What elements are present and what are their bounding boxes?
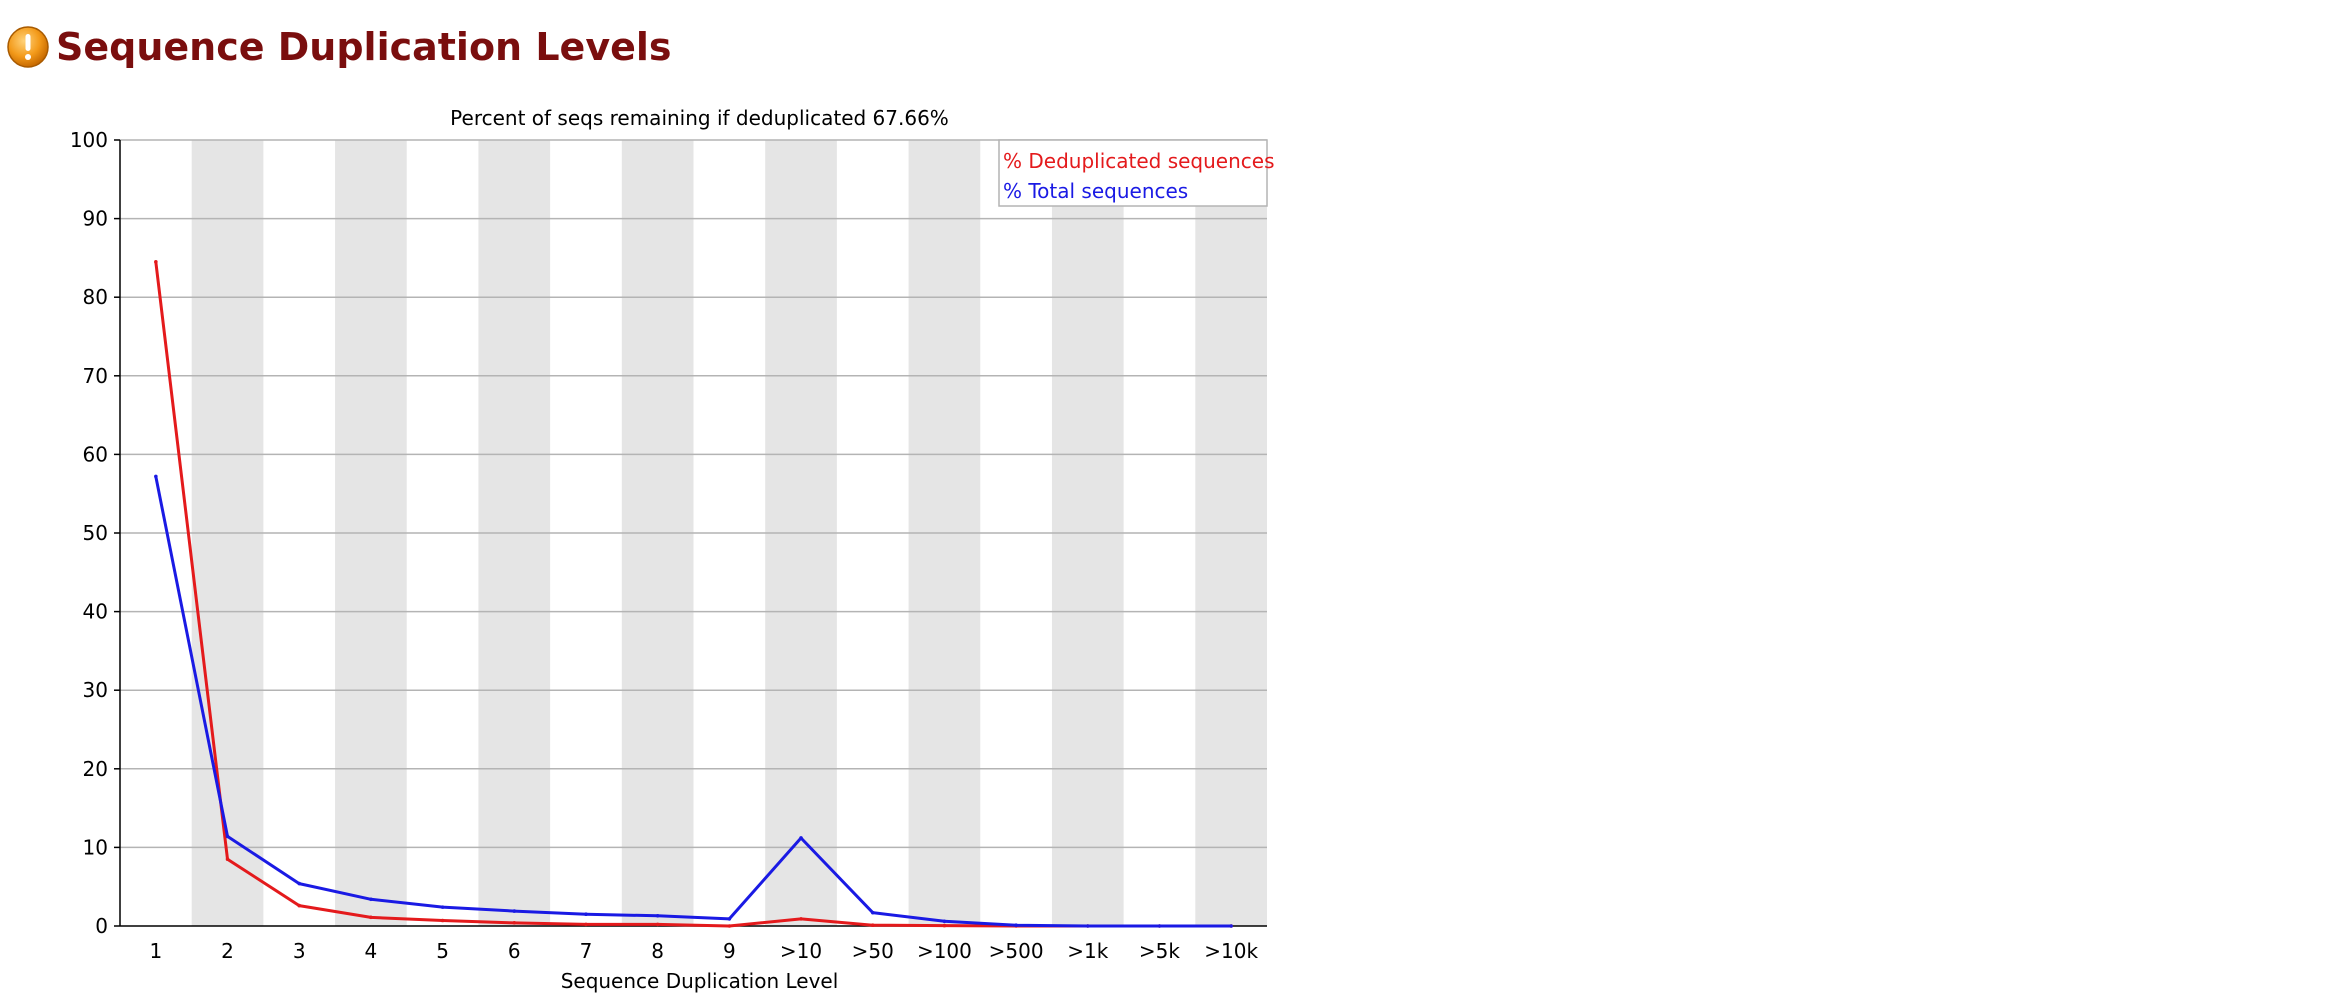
series-0-point-2 [297, 903, 302, 908]
series-1-point-8 [727, 917, 732, 921]
series-0-point-11 [942, 923, 947, 928]
legend [998, 139, 1268, 207]
chart: 0 10 20 30 40 50 60 70 80 90 100 1 2 3 4 5 6 7 8 9 >10 >50 >10… [0, 94, 1280, 993]
series-1-point-2 [297, 881, 302, 886]
series-0-point-10 [870, 923, 875, 928]
page-title: Sequence Duplication Levels [56, 25, 672, 69]
series-1-point-7 [655, 913, 660, 918]
x-tick-label-15: >10k [1204, 939, 1258, 963]
y-tick-label-0: 0 [95, 914, 108, 938]
x-tick-label-3: 4 [365, 939, 378, 963]
y-tick-label-30: 30 [83, 678, 108, 702]
series-1-point-4 [440, 905, 445, 909]
x-tick-label-11: >100 [917, 939, 972, 963]
series-1-point-3 [369, 897, 373, 902]
series-1-point-10 [870, 910, 875, 915]
legend-entry-1: % Total sequences [1003, 179, 1188, 203]
warning-icon [7, 26, 49, 68]
series-1-point-14 [1157, 924, 1162, 928]
series-1-point-6 [584, 912, 588, 917]
series-0-point-5 [512, 921, 517, 925]
series-0-point-7 [655, 922, 660, 927]
y-tick-label-10: 10 [83, 835, 108, 859]
x-tick-label-12: >500 [989, 939, 1044, 963]
x-tick-label-8: 9 [723, 939, 736, 963]
x-tick-label-1: 2 [221, 939, 234, 963]
x-tick-label-4: 5 [436, 939, 449, 963]
series-1-point-0 [154, 474, 158, 479]
x-tick-label-7: 8 [651, 939, 664, 963]
duplication-chart: 0 10 20 30 40 50 60 70 80 90 100 1 2 3 4 5 6 7 8 9 >10 >50 >10… [70, 106, 1275, 993]
x-tick-label-2: 3 [293, 939, 306, 963]
y-tick-label-50: 50 [83, 521, 108, 545]
x-axis-label: Sequence Duplication Level [561, 969, 839, 993]
y-tick-label-40: 40 [83, 600, 108, 624]
x-tick-label-10: >50 [852, 939, 894, 963]
series-1-point-5 [512, 909, 517, 913]
x-tick-label-6: 7 [580, 939, 593, 963]
series-0-point-1 [225, 857, 230, 861]
series-0-point-0 [154, 260, 158, 264]
y-tick-label-60: 60 [83, 442, 108, 466]
series-0-point-6 [584, 922, 588, 927]
x-tick-label-5: 6 [508, 939, 521, 963]
series-0-point-3 [369, 915, 373, 920]
series-1-point-12 [1014, 923, 1018, 928]
chart-title: Percent of seqs remaining if deduplicate… [450, 106, 949, 130]
x-tick-label-9: >10 [780, 939, 822, 963]
x-tick-label-14: >5k [1139, 939, 1180, 963]
series-1-point-1 [225, 834, 230, 839]
series-1-point-15 [1229, 924, 1233, 928]
y-tick-label-90: 90 [83, 207, 108, 231]
y-tick-label-70: 70 [83, 364, 108, 388]
series-1-point-13 [1085, 924, 1090, 928]
series-0-point-8 [727, 924, 732, 928]
series-1-point-9 [799, 836, 803, 840]
series-1-point-11 [942, 919, 947, 924]
header: Sequence Duplication Levels [6, 22, 672, 72]
y-tick-label-100: 100 [70, 128, 108, 152]
x-tick-label-0: 1 [149, 939, 162, 963]
series-0-point-4 [440, 918, 445, 923]
series-line-1 [154, 476, 1232, 928]
series-0-point-9 [799, 917, 803, 921]
legend-entry-0: % Deduplicated sequences [1003, 149, 1275, 173]
x-tick-label-13: >1k [1067, 939, 1108, 963]
y-tick-label-80: 80 [83, 285, 108, 309]
y-tick-label-20: 20 [83, 757, 108, 781]
